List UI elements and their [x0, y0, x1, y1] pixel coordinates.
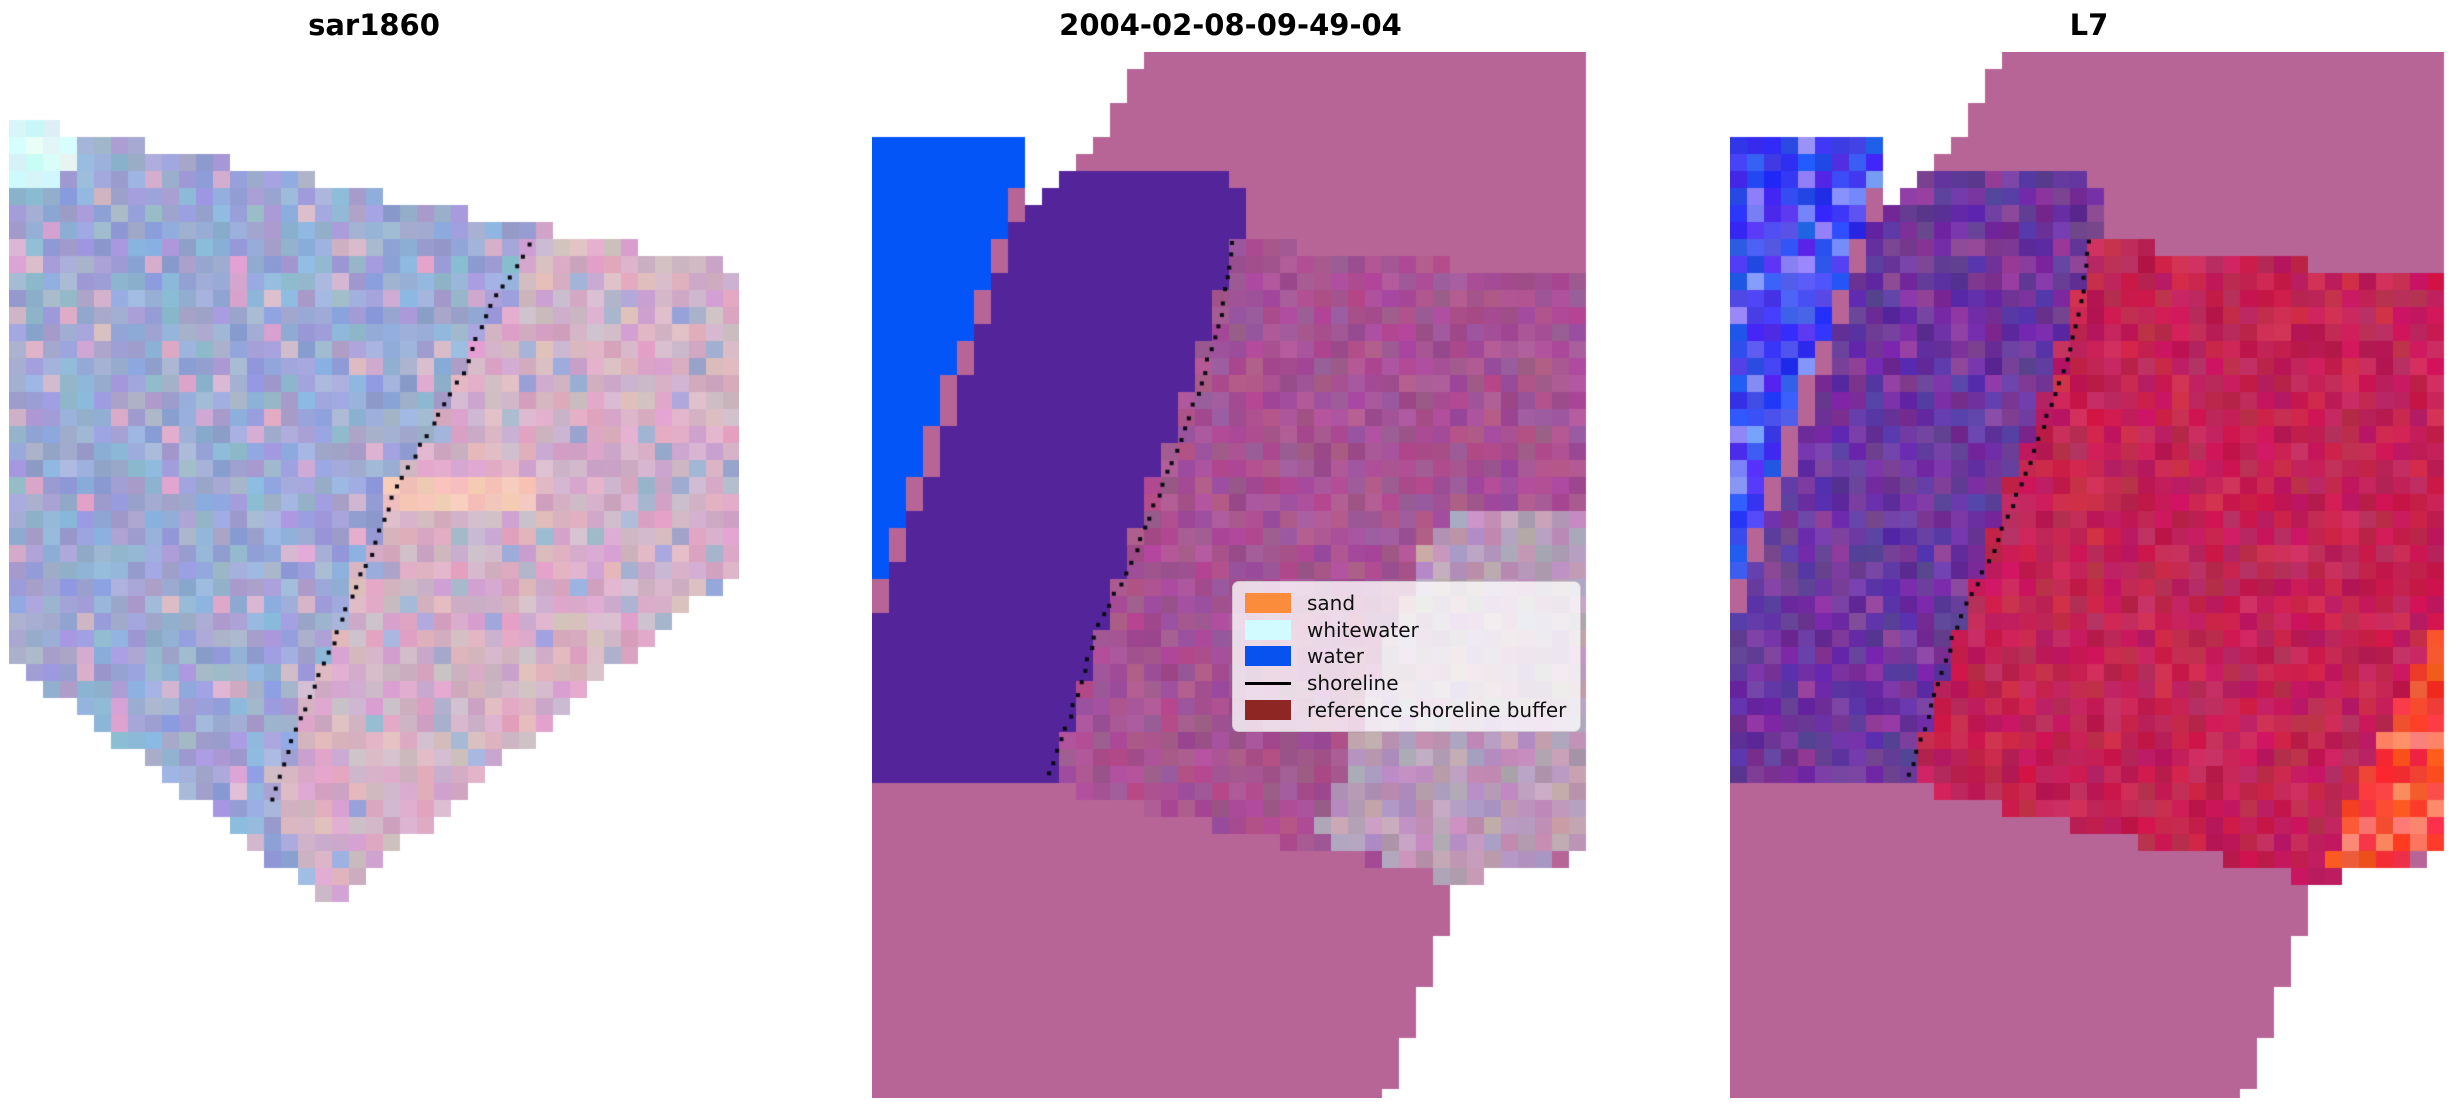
legend-item-sand: sand: [1245, 591, 1568, 615]
legend-label: sand: [1307, 591, 1356, 616]
sand-swatch: [1245, 593, 1291, 614]
water-swatch: [1245, 646, 1291, 667]
legend-item-water: water: [1245, 644, 1568, 668]
classified-panel-image: [872, 52, 1589, 1098]
shoreline-line-swatch: [1245, 681, 1291, 685]
legend-item-shoreline: shoreline: [1245, 671, 1568, 695]
panel2-title: 2004-02-08-09-49-04: [1059, 8, 1402, 42]
legend-item-reference-shoreline-buffer: reference shoreline buffer: [1245, 698, 1568, 722]
legend-item-whitewater: whitewater: [1245, 618, 1568, 642]
l7-panel-image: [1730, 52, 2448, 1098]
legend: sand whitewater water shoreline referenc…: [1232, 581, 1581, 732]
legend-label: shoreline: [1307, 671, 1399, 696]
legend-label: whitewater: [1307, 617, 1419, 642]
panel3-title: L7: [2069, 8, 2109, 42]
reference-shoreline-buffer-swatch: [1245, 699, 1291, 720]
whitewater-swatch: [1245, 619, 1291, 640]
legend-label: water: [1307, 644, 1364, 669]
legend-label: reference shoreline buffer: [1307, 697, 1567, 722]
panel1-title: sar1860: [308, 8, 440, 42]
sar1860-panel-image: [9, 86, 739, 906]
